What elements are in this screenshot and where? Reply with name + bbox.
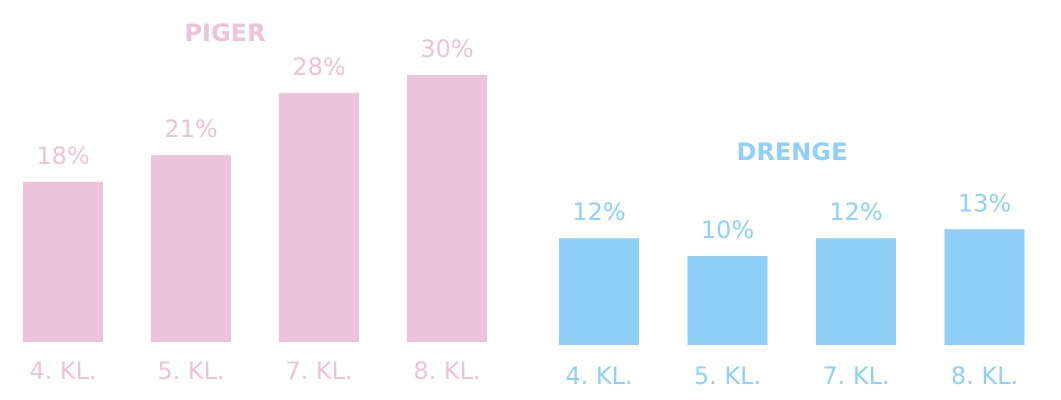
value-label: 12%	[572, 198, 625, 226]
bar	[687, 256, 768, 345]
bar	[407, 75, 487, 342]
category-label: 5. KL.	[694, 362, 761, 390]
bar	[559, 238, 639, 345]
category-label: 7. KL.	[822, 362, 889, 390]
bar	[816, 238, 896, 345]
value-label: 13%	[958, 189, 1011, 217]
category-label: 7. KL.	[285, 357, 352, 385]
category-label: 8. KL.	[951, 362, 1018, 390]
category-label: 5. KL.	[157, 357, 224, 385]
bar	[23, 181, 103, 342]
bar	[944, 229, 1025, 345]
category-label: 4. KL.	[565, 362, 632, 390]
category-label: 8. KL.	[413, 357, 480, 385]
bar	[279, 92, 359, 342]
value-label: 28%	[292, 53, 345, 81]
value-label: 10%	[701, 216, 754, 244]
chart-title: PIGER	[184, 19, 265, 47]
value-label: 30%	[420, 35, 473, 63]
chart-title: DRENGE	[737, 138, 848, 166]
category-label: 4. KL.	[29, 357, 96, 385]
bar	[151, 155, 231, 342]
value-label: 12%	[829, 198, 882, 226]
value-label: 21%	[164, 115, 217, 143]
value-label: 18%	[36, 142, 89, 170]
